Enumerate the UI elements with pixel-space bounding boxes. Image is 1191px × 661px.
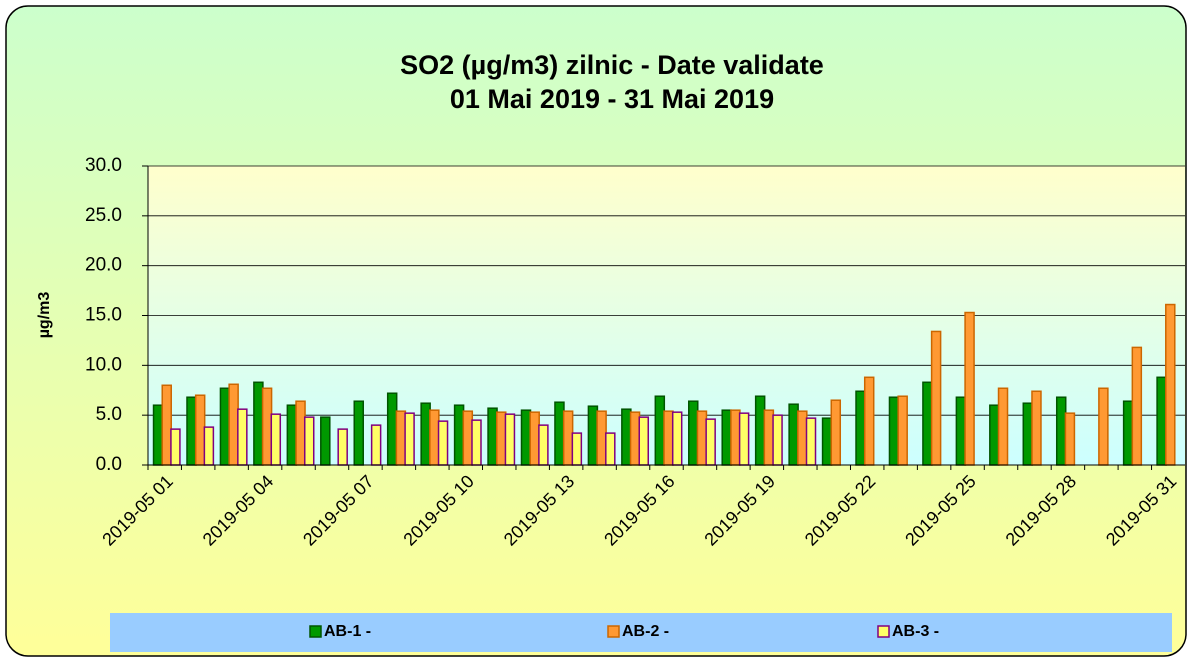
legend-label: AB-3 - [892, 623, 939, 640]
bar [855, 390, 866, 466]
bar [320, 416, 331, 466]
bar [696, 410, 708, 466]
bar [730, 409, 741, 466]
bar [170, 428, 181, 466]
bar [261, 387, 273, 466]
bar [462, 410, 474, 466]
bar [964, 311, 975, 466]
bar [671, 411, 683, 466]
bar [738, 412, 750, 466]
bar [1031, 390, 1042, 466]
y-tick-label: 5.0 [96, 404, 122, 425]
y-axis-label: µg/m3 [36, 292, 53, 339]
bar [219, 387, 231, 466]
y-tick-label: 15.0 [85, 305, 122, 326]
bar [529, 411, 540, 466]
bar [337, 428, 348, 466]
legend-swatch [309, 625, 322, 638]
y-tick-label: 10.0 [85, 354, 122, 375]
bar [1022, 402, 1034, 466]
bar [1165, 303, 1176, 466]
bar [487, 407, 498, 466]
bar [161, 384, 172, 466]
bar [629, 411, 641, 466]
bar [1122, 400, 1134, 466]
bar [571, 432, 583, 466]
bar [495, 411, 507, 466]
y-tick-label: 25.0 [85, 205, 122, 226]
bar [228, 383, 239, 466]
bar [955, 396, 967, 466]
bar [754, 395, 766, 466]
bar [386, 392, 398, 466]
bar [772, 414, 783, 466]
y-tick-label: 30.0 [85, 155, 122, 176]
bar [821, 417, 833, 466]
bar [303, 416, 315, 466]
legend-label: AB-2 - [622, 623, 669, 640]
bar [788, 403, 799, 466]
bar [888, 396, 900, 466]
bar [688, 400, 699, 466]
bar [554, 401, 565, 466]
bar [897, 395, 908, 466]
bar [437, 420, 449, 466]
bar [370, 424, 382, 466]
chart-title: SO2 (µg/m3) zilnic - Date validate [400, 50, 824, 80]
legend-swatch [877, 625, 890, 638]
bar [152, 404, 164, 466]
bar [237, 408, 248, 466]
bar [203, 426, 215, 466]
bar [404, 412, 415, 466]
bar [621, 408, 632, 466]
bar [638, 416, 650, 466]
bar [520, 409, 532, 466]
legend [110, 613, 1172, 652]
bar [1156, 376, 1167, 466]
bar [538, 424, 549, 466]
legend-label: AB-1 - [324, 623, 371, 640]
legend-swatch [607, 625, 620, 638]
bar [194, 394, 206, 466]
bar [654, 395, 666, 466]
bar [605, 432, 616, 466]
y-tick-label: 0.0 [96, 454, 122, 475]
bar [1064, 412, 1076, 466]
bar [830, 399, 842, 466]
bar [286, 404, 298, 466]
y-tick-label: 20.0 [85, 255, 122, 276]
bar [1098, 387, 1109, 466]
bar [504, 413, 516, 466]
bar [721, 409, 732, 466]
bar [395, 410, 407, 466]
bar [471, 419, 482, 466]
bar [587, 405, 599, 466]
bar [453, 404, 465, 466]
bar [295, 400, 306, 466]
bar [353, 400, 364, 466]
bar [562, 410, 574, 466]
bar [922, 381, 933, 466]
chart-subtitle: 01 Mai 2019 - 31 Mai 2019 [450, 84, 774, 114]
bar [270, 413, 282, 466]
bar [1131, 346, 1143, 466]
bar [797, 410, 808, 466]
bar [705, 418, 716, 466]
bar [989, 404, 1000, 466]
bar [805, 417, 817, 466]
bar [420, 402, 431, 466]
bar [930, 330, 942, 466]
bar [763, 409, 775, 466]
bar [863, 376, 875, 466]
bar [253, 381, 264, 466]
bar [1055, 396, 1067, 466]
bar [997, 387, 1009, 466]
bar [663, 410, 674, 466]
bar [186, 396, 197, 466]
bar [596, 410, 607, 466]
bar [429, 409, 440, 466]
